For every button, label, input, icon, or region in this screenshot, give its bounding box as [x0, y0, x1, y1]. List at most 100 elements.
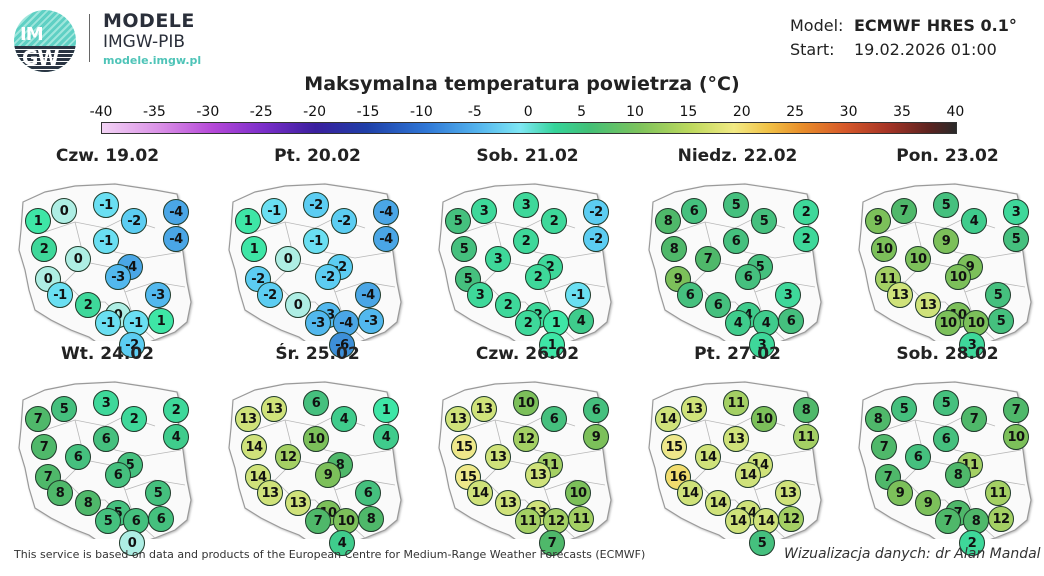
- temperature-marker: 2: [75, 292, 101, 318]
- start-label: Start:: [790, 40, 835, 59]
- temperature-marker: 12: [513, 426, 539, 452]
- colorbar-ticks: -40 -35 -30 -25 -20 -15 -10 -5 0 5 10 15 20 25 30 35 40: [90, 104, 966, 120]
- temperature-marker: 5: [933, 390, 959, 416]
- temperature-marker: 9: [915, 490, 941, 516]
- temperature-marker: -4: [373, 199, 399, 225]
- temperature-marker: 14: [735, 462, 761, 488]
- model-info: Model: ECMWF HRES 0.1° Start: 19.02.2026 0…: [790, 14, 1017, 62]
- temperature-marker: 12: [778, 506, 804, 532]
- temperature-marker: -2: [257, 282, 283, 308]
- temperature-marker: 6: [303, 390, 329, 416]
- temperature-marker: 7: [871, 434, 897, 460]
- temperature-marker: -4: [355, 282, 381, 308]
- forecast-panel: Śr. 25.02131364141412108149136131087104: [215, 344, 420, 556]
- temperature-marker: 3: [471, 198, 497, 224]
- temperature-marker: 10: [513, 390, 539, 416]
- temperature-marker: 4: [568, 308, 594, 334]
- temperature-marker: 5: [451, 236, 477, 262]
- temperature-marker: 6: [705, 292, 731, 318]
- temperature-marker: -3: [145, 282, 171, 308]
- temperature-marker: 12: [275, 444, 301, 470]
- temperature-marker: -3: [105, 264, 131, 290]
- temperature-marker: 7: [1003, 397, 1029, 423]
- panel-date: Pt. 27.02: [694, 344, 781, 364]
- temperature-marker: 7: [961, 406, 987, 432]
- temperature-marker: 10: [333, 508, 359, 534]
- temperature-marker: 14: [655, 406, 681, 432]
- temperature-marker: 14: [677, 480, 703, 506]
- temperature-marker: 11: [985, 480, 1011, 506]
- temperature-marker: 7: [891, 198, 917, 224]
- temperature-marker: 10: [963, 310, 989, 336]
- panel-date: Niedz. 22.02: [677, 146, 798, 166]
- brand-title: MODELE: [103, 10, 195, 32]
- temperature-marker: 4: [163, 424, 189, 450]
- temperature-marker: -6: [329, 332, 355, 358]
- temperature-marker: 6: [148, 506, 174, 532]
- temperature-marker: 5: [891, 396, 917, 422]
- temperature-marker: 3: [93, 390, 119, 416]
- temperature-marker: 7: [31, 434, 57, 460]
- temperature-marker: 8: [655, 208, 681, 234]
- temperature-marker: 5: [95, 508, 121, 534]
- temperature-marker: 9: [887, 480, 913, 506]
- temperature-marker: -4: [373, 226, 399, 252]
- temperature-marker: 8: [945, 462, 971, 488]
- temperature-marker: 13: [471, 396, 497, 422]
- temperature-marker: 6: [735, 264, 761, 290]
- temperature-marker: 5: [751, 208, 777, 234]
- panel-date: Czw. 26.02: [475, 344, 580, 364]
- temperature-marker: 4: [331, 406, 357, 432]
- temperature-marker: 5: [723, 192, 749, 218]
- temperature-marker: 2: [959, 530, 985, 556]
- temperature-marker: 8: [865, 406, 891, 432]
- temperature-marker: 15: [451, 434, 477, 460]
- temperature-marker: 12: [988, 506, 1014, 532]
- temperature-marker: 0: [275, 246, 301, 272]
- start-value: 19.02.2026 01:00: [854, 40, 997, 59]
- temperature-marker: -2: [119, 332, 145, 358]
- logo-text-top: IM: [20, 24, 44, 45]
- temperature-marker: 6: [723, 228, 749, 254]
- temperature-marker: 8: [75, 490, 101, 516]
- colorbar-tick-label: -40: [89, 104, 113, 120]
- temperature-marker: 6: [677, 282, 703, 308]
- imgw-logo: IM GW: [14, 10, 76, 72]
- temperature-marker: -1: [261, 198, 287, 224]
- temperature-marker: 14: [753, 508, 779, 534]
- temperature-marker: 14: [467, 480, 493, 506]
- temperature-marker: 6: [933, 426, 959, 452]
- temperature-marker: 6: [105, 462, 131, 488]
- temperature-marker: 2: [495, 292, 521, 318]
- temperature-marker: 8: [47, 480, 73, 506]
- colorbar-tick-label: 0: [523, 104, 533, 120]
- temperature-marker: 2: [121, 406, 147, 432]
- colorbar-tick-label: 5: [577, 104, 587, 120]
- temperature-marker: -2: [583, 199, 609, 225]
- temperature-marker: 6: [778, 308, 804, 334]
- temperature-marker: 2: [525, 264, 551, 290]
- temperature-marker: -1: [93, 228, 119, 254]
- temperature-marker: 3: [513, 192, 539, 218]
- temperature-marker: 3: [775, 282, 801, 308]
- temperature-marker: -3: [358, 308, 384, 334]
- temperature-marker: 3: [1003, 199, 1029, 225]
- temperature-marker: 14: [241, 434, 267, 460]
- temperature-marker: 13: [445, 406, 471, 432]
- temperature-marker: 2: [793, 226, 819, 252]
- brand-url[interactable]: modele.imgw.pl: [103, 54, 202, 67]
- temperature-marker: 9: [583, 424, 609, 450]
- colorbar-tick-label: 35: [893, 104, 911, 120]
- temperature-marker: 0: [285, 292, 311, 318]
- temperature-marker: -2: [583, 226, 609, 252]
- logo-stripes: [14, 46, 76, 72]
- temperature-marker: -2: [303, 192, 329, 218]
- temperature-marker: 5: [445, 208, 471, 234]
- temperature-marker: 11: [515, 508, 541, 534]
- temperature-marker: 13: [681, 396, 707, 422]
- temperature-marker: 13: [775, 480, 801, 506]
- colorbar-tick-label: -20: [303, 104, 327, 120]
- temperature-marker: 5: [933, 192, 959, 218]
- temperature-marker: -1: [565, 282, 591, 308]
- panel-date: Pt. 20.02: [274, 146, 361, 166]
